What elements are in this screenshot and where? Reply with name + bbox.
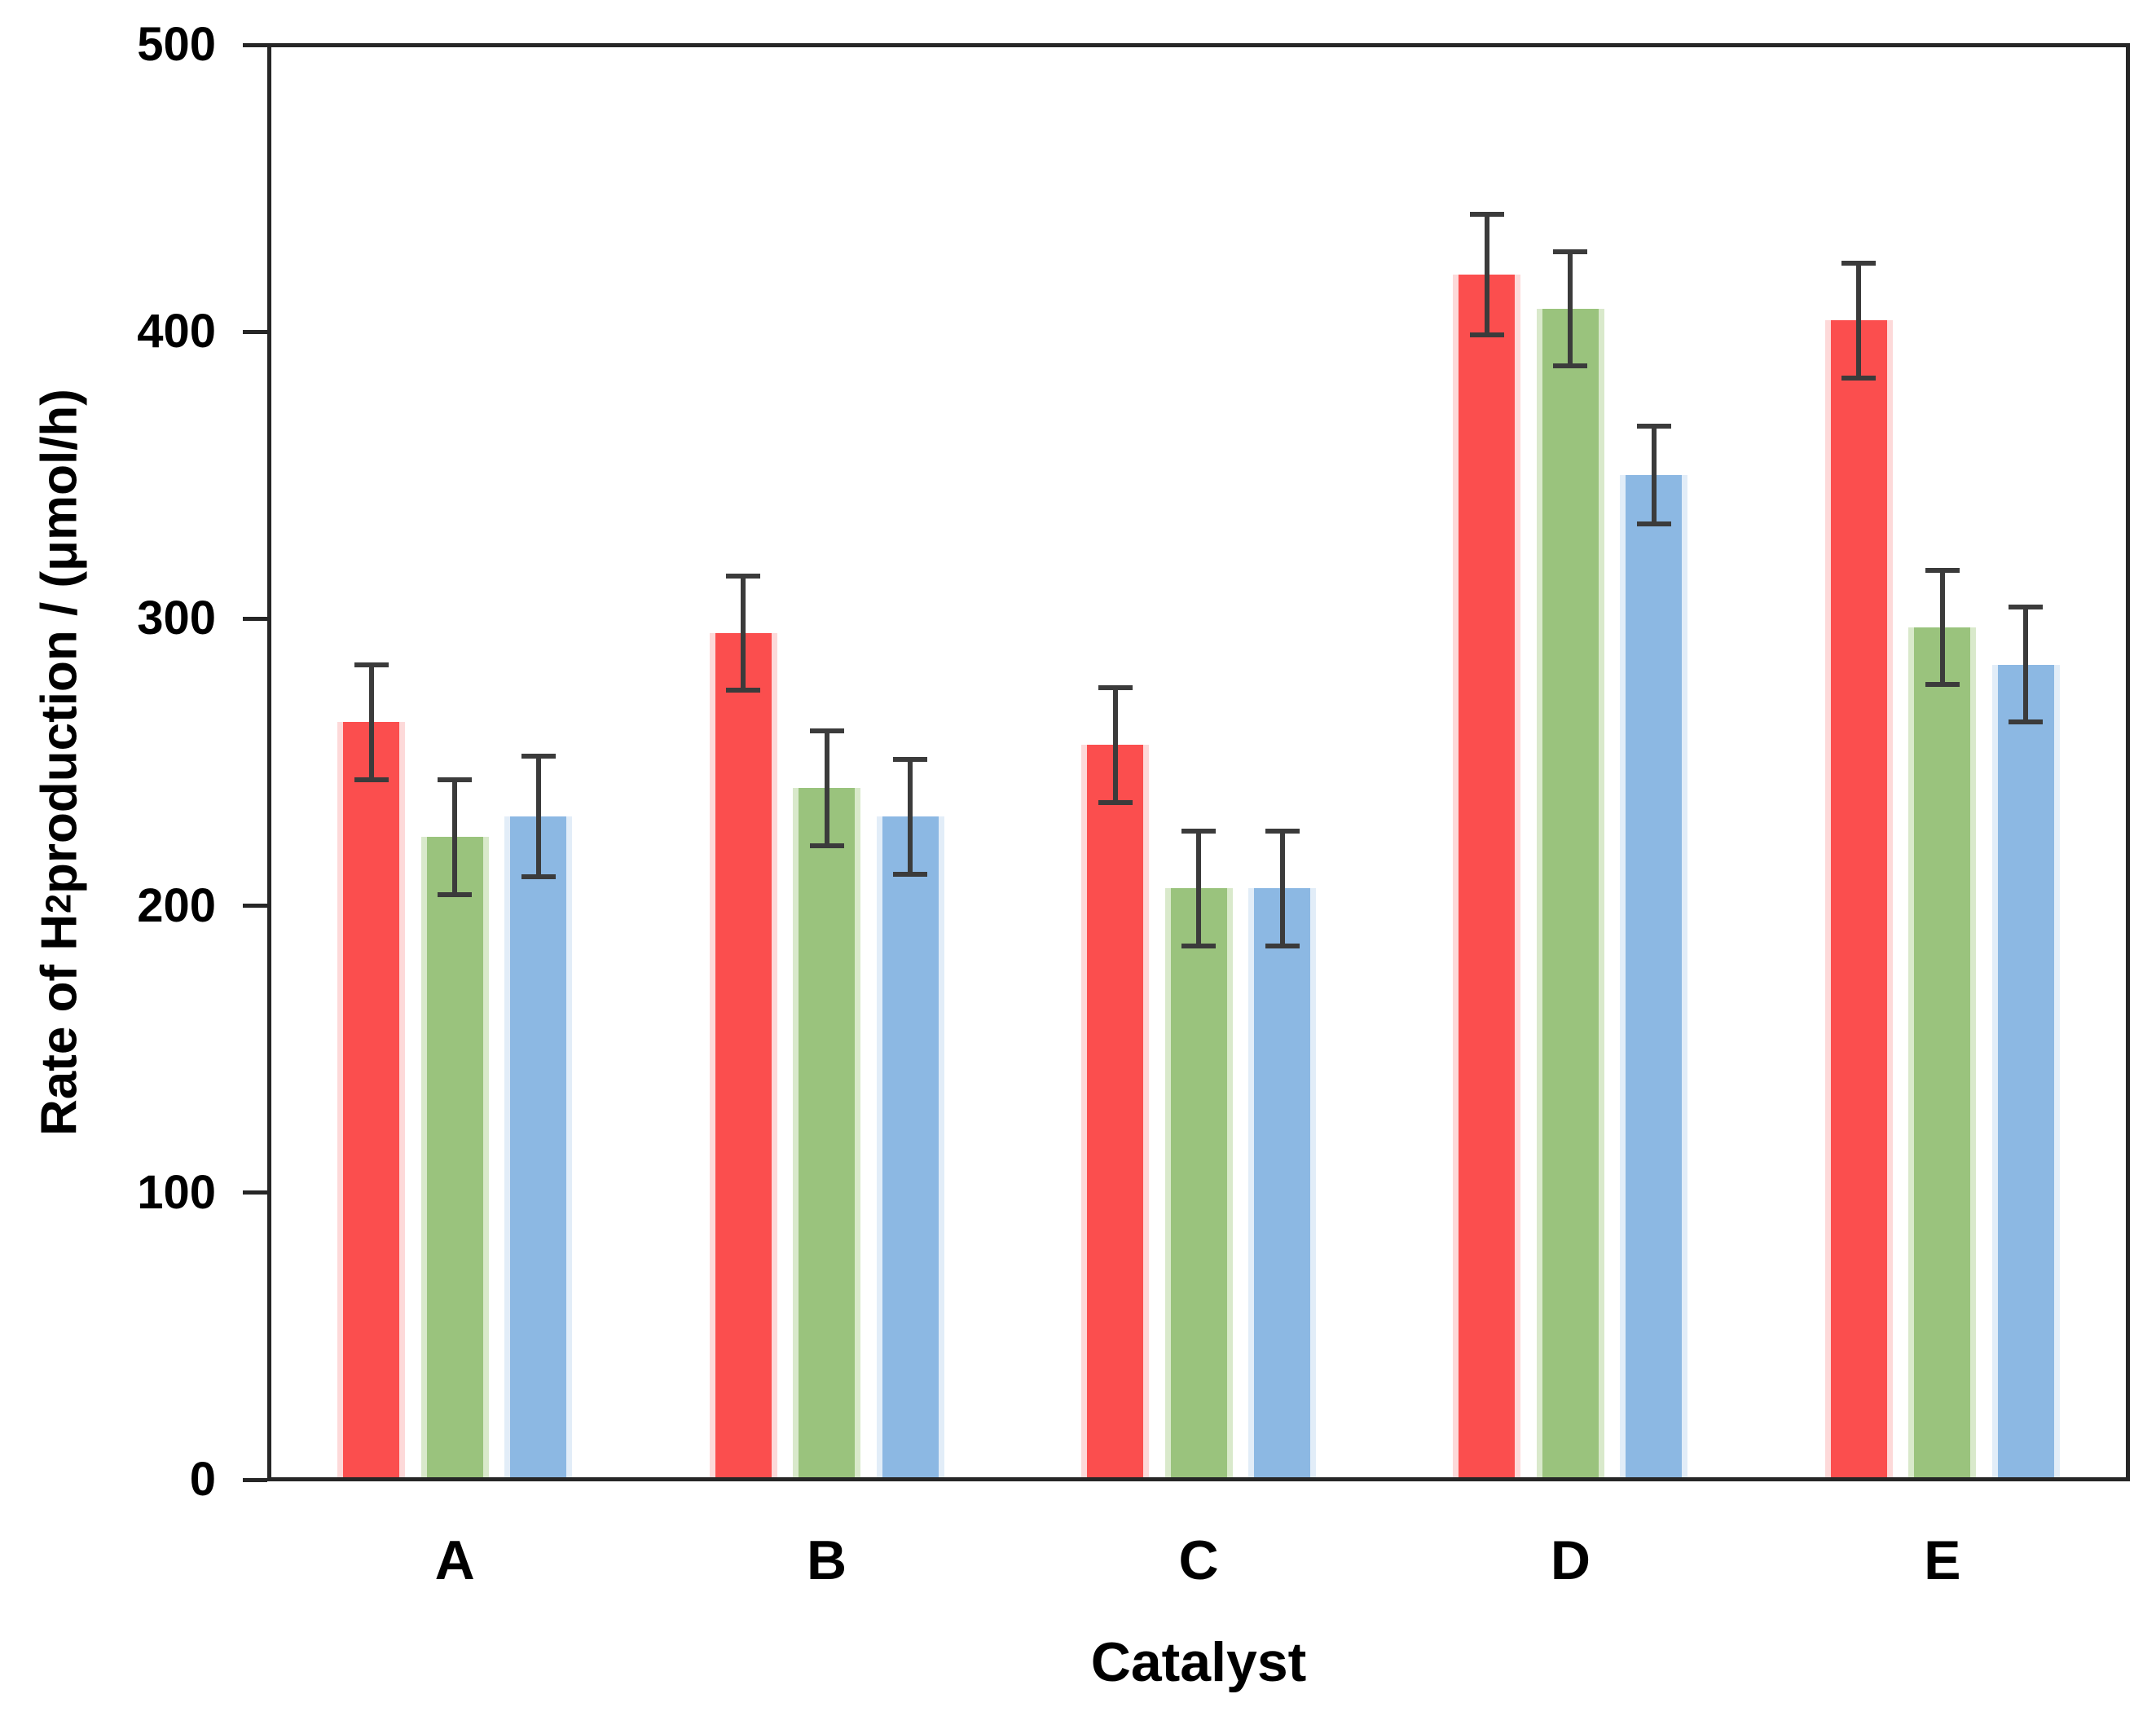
error-bar-cap-bottom-green-C [1181,943,1216,948]
error-bar-cap-top-blue-A [521,754,556,759]
error-bar-stem-red-C [1112,687,1118,803]
error-bar-stem-blue-E [2023,607,2029,723]
error-bar-cap-top-green-A [438,777,473,782]
error-bar-cap-bottom-blue-A [521,874,556,880]
x-category-label-E: E [1924,1529,1961,1591]
bar-red-C [1081,745,1149,1480]
error-bar-cap-top-green-B [809,728,844,733]
y-tick-300 [243,616,267,621]
error-bar-cap-top-red-D [1469,211,1504,217]
error-bar-stem-blue-B [908,759,913,874]
error-bar-cap-bottom-green-B [809,843,844,848]
error-bar-cap-bottom-blue-B [893,871,928,877]
error-bar-stem-green-E [1939,570,1945,685]
y-tick-200 [243,904,267,909]
error-bar-cap-bottom-blue-C [1265,943,1300,948]
error-bar-cap-top-green-E [1925,567,1960,573]
x-category-label-A: A [434,1529,475,1591]
error-bar-stem-blue-C [1279,831,1285,946]
error-bar-cap-top-green-D [1553,249,1588,254]
bar-red-D [1453,274,1521,1480]
error-bar-cap-top-red-E [1841,260,1877,266]
error-bar-stem-red-B [741,575,746,691]
error-bar-cap-top-blue-C [1265,829,1300,834]
x-category-label-D: D [1550,1529,1591,1591]
y-tick-label-100: 100 [137,1165,216,1219]
bar-green-A [420,837,489,1480]
y-tick-label-0: 0 [189,1453,216,1506]
error-bar-cap-top-blue-D [1636,424,1671,429]
error-bar-cap-bottom-red-D [1469,332,1504,337]
error-bar-cap-bottom-green-E [1925,682,1960,688]
error-bar-stem-green-A [452,779,458,895]
error-bar-cap-bottom-blue-E [2009,719,2044,725]
x-category-label-B: B [807,1529,847,1591]
y-tick-label-400: 400 [137,305,216,359]
error-bar-cap-top-blue-B [893,756,928,762]
bar-blue-C [1248,888,1316,1480]
error-bar-cap-top-green-C [1181,829,1216,834]
error-bar-cap-bottom-green-A [438,891,473,897]
error-bar-cap-bottom-red-C [1098,799,1133,805]
bar-green-B [793,788,861,1480]
error-bar-stem-green-B [824,730,829,846]
error-bar-stem-blue-A [535,756,541,878]
bar-red-B [709,633,777,1480]
error-bar-stem-green-C [1196,831,1201,946]
plot-area [269,45,2128,1480]
y-tick-label-200: 200 [137,878,216,932]
x-category-label-C: C [1178,1529,1219,1591]
x-axis-title: Catalyst [1090,1631,1307,1693]
bar-blue-D [1620,475,1688,1480]
bar-green-D [1536,309,1604,1480]
error-bar-cap-bottom-blue-D [1636,521,1671,527]
bar-red-A [337,722,406,1480]
error-bar-stem-blue-D [1651,426,1657,525]
error-bar-cap-top-red-B [726,573,761,579]
y-axis-title-prefix: Rate of H [31,913,88,1136]
y-tick-0 [243,1477,267,1482]
y-tick-label-500: 500 [137,18,216,71]
error-bar-cap-bottom-red-E [1841,375,1877,381]
error-bar-stem-red-E [1856,262,1862,378]
bar-blue-A [504,816,573,1480]
error-bar-stem-red-D [1484,213,1489,335]
bar-green-C [1164,888,1233,1480]
bar-blue-B [876,816,944,1480]
error-bar-stem-green-D [1568,251,1573,367]
error-bar-cap-bottom-red-A [354,777,389,782]
error-bar-cap-top-blue-E [2009,605,2044,610]
error-bar-cap-top-red-C [1098,684,1133,690]
bar-red-E [1824,320,1893,1480]
y-tick-500 [243,42,267,47]
bar-blue-E [1991,664,2060,1480]
error-bar-stem-red-A [368,664,374,780]
error-bar-cap-bottom-red-B [726,688,761,693]
error-bar-cap-top-red-A [354,662,389,667]
bar-green-E [1908,627,1977,1480]
y-tick-label-300: 300 [137,592,216,645]
y-tick-400 [243,329,267,334]
error-bar-cap-bottom-green-D [1553,363,1588,369]
y-tick-100 [243,1190,267,1195]
